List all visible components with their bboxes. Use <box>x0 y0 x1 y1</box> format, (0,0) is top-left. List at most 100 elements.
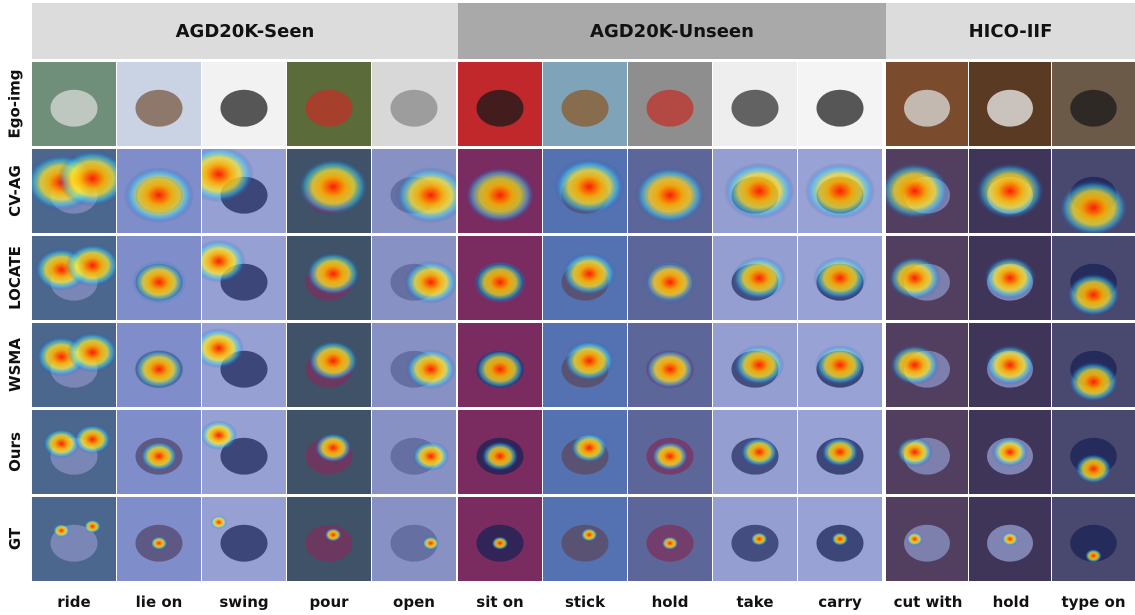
image-gt-col-9 <box>713 497 797 581</box>
image-wsma-col-11 <box>886 323 968 407</box>
image-cv-ag-col-11 <box>886 149 968 233</box>
image-locate-col-11 <box>886 236 968 320</box>
col-label-sit-on: sit on <box>476 593 524 611</box>
col-label-pour: pour <box>309 593 349 611</box>
image-cv-ag-col-7 <box>543 149 627 233</box>
image-locate-col-12 <box>969 236 1051 320</box>
image-wsma-col-8 <box>628 323 712 407</box>
row-label-locate: LOCATE <box>6 246 24 310</box>
image-ours-col-2 <box>117 410 201 494</box>
image-locate-col-13 <box>1052 236 1135 320</box>
image-ego-col-7 <box>543 62 627 146</box>
image-locate-col-7 <box>543 236 627 320</box>
col-label-swing: swing <box>219 593 269 611</box>
image-locate-col-1 <box>32 236 116 320</box>
col-label-hold: hold <box>651 593 689 611</box>
image-locate-col-8 <box>628 236 712 320</box>
image-locate-col-4 <box>287 236 371 320</box>
image-locate-col-5 <box>372 236 456 320</box>
image-gt-col-13 <box>1052 497 1135 581</box>
image-locate-col-6 <box>458 236 542 320</box>
image-cv-ag-col-8 <box>628 149 712 233</box>
image-cv-ag-col-5 <box>372 149 456 233</box>
image-ego-col-9 <box>713 62 797 146</box>
image-ego-col-1 <box>32 62 116 146</box>
image-ours-col-7 <box>543 410 627 494</box>
image-ego-col-4 <box>287 62 371 146</box>
image-wsma-col-3 <box>202 323 286 407</box>
image-locate-col-9 <box>713 236 797 320</box>
image-cv-ag-col-9 <box>713 149 797 233</box>
image-locate-col-2 <box>117 236 201 320</box>
image-gt-col-11 <box>886 497 968 581</box>
image-ego-col-11 <box>886 62 968 146</box>
image-gt-col-2 <box>117 497 201 581</box>
image-cv-ag-col-12 <box>969 149 1051 233</box>
image-ego-col-6 <box>458 62 542 146</box>
image-cv-ag-col-4 <box>287 149 371 233</box>
image-gt-col-6 <box>458 497 542 581</box>
image-cv-ag-col-13 <box>1052 149 1135 233</box>
row-label-cv-ag: CV-AG <box>6 165 24 217</box>
col-label-open: open <box>393 593 435 611</box>
image-cv-ag-col-3 <box>202 149 286 233</box>
image-gt-col-7 <box>543 497 627 581</box>
row-label-gt: GT <box>6 527 24 551</box>
col-label-stick: stick <box>564 593 606 611</box>
image-cv-ag-col-2 <box>117 149 201 233</box>
image-wsma-col-12 <box>969 323 1051 407</box>
image-wsma-col-10 <box>798 323 882 407</box>
col-label-lie-on: lie on <box>135 593 183 611</box>
image-ego-col-10 <box>798 62 882 146</box>
image-wsma-col-4 <box>287 323 371 407</box>
image-gt-col-5 <box>372 497 456 581</box>
image-gt-col-4 <box>287 497 371 581</box>
image-ours-col-5 <box>372 410 456 494</box>
image-gt-col-8 <box>628 497 712 581</box>
image-ours-col-11 <box>886 410 968 494</box>
image-ego-col-2 <box>117 62 201 146</box>
image-ours-col-9 <box>713 410 797 494</box>
image-locate-col-3 <box>202 236 286 320</box>
col-label-cut-with: cut with <box>893 593 963 611</box>
image-ego-col-5 <box>372 62 456 146</box>
image-ours-col-12 <box>969 410 1051 494</box>
image-ego-col-8 <box>628 62 712 146</box>
image-wsma-col-6 <box>458 323 542 407</box>
image-gt-col-3 <box>202 497 286 581</box>
image-ego-col-12 <box>969 62 1051 146</box>
image-gt-col-1 <box>32 497 116 581</box>
image-wsma-col-5 <box>372 323 456 407</box>
col-label-hold-2: hold <box>992 593 1030 611</box>
image-ours-col-1 <box>32 410 116 494</box>
image-cv-ag-col-10 <box>798 149 882 233</box>
image-cv-ag-col-1 <box>32 149 116 233</box>
image-wsma-col-7 <box>543 323 627 407</box>
image-wsma-col-2 <box>117 323 201 407</box>
group-header-hico-iif: HICO-IIF <box>886 3 1135 59</box>
image-wsma-col-9 <box>713 323 797 407</box>
image-gt-col-10 <box>798 497 882 581</box>
image-ours-col-6 <box>458 410 542 494</box>
image-ours-col-3 <box>202 410 286 494</box>
image-gt-col-12 <box>969 497 1051 581</box>
row-label-wsma: WSMA <box>6 338 25 392</box>
group-header-agd20k-unseen: AGD20K-Unseen <box>458 3 886 59</box>
image-ours-col-4 <box>287 410 371 494</box>
col-label-ride: ride <box>57 593 91 611</box>
image-wsma-col-13 <box>1052 323 1135 407</box>
image-locate-col-10 <box>798 236 882 320</box>
image-ours-col-10 <box>798 410 882 494</box>
image-ego-col-3 <box>202 62 286 146</box>
image-wsma-col-1 <box>32 323 116 407</box>
image-ours-col-13 <box>1052 410 1135 494</box>
col-label-type-on: type on <box>1061 593 1126 611</box>
image-ego-col-13 <box>1052 62 1135 146</box>
col-label-carry: carry <box>818 593 862 611</box>
col-label-take: take <box>736 593 774 611</box>
group-header-agd20k-seen: AGD20K-Seen <box>32 3 458 59</box>
row-label-ours: Ours <box>6 432 25 472</box>
row-label-ego-img: Ego-img <box>6 69 24 139</box>
image-cv-ag-col-6 <box>458 149 542 233</box>
